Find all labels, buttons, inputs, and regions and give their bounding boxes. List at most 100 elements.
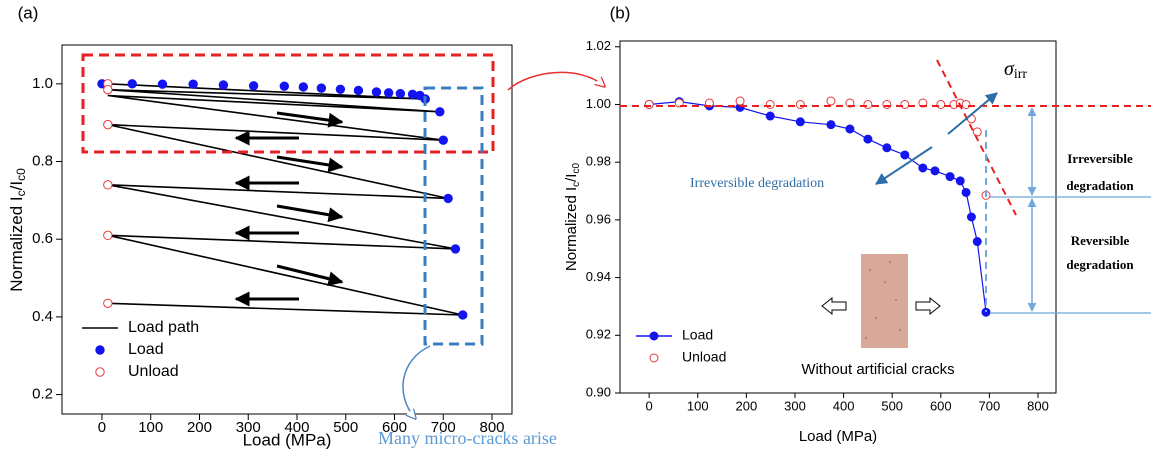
legend-marker — [649, 331, 659, 341]
x-tick-label: 600 — [382, 419, 407, 436]
arrow — [276, 204, 344, 223]
x-tick-label: 700 — [979, 398, 1001, 413]
panel-label: (b) — [610, 3, 631, 22]
data-point — [298, 82, 309, 92]
y-tick-label: 1.0 — [32, 75, 53, 92]
y-tick-label: 0.8 — [32, 152, 53, 169]
x-axis-label: Load (MPa) — [799, 428, 877, 445]
data-point — [863, 99, 873, 109]
x-tick-label: 400 — [833, 398, 855, 413]
label-text: Normalized I — [563, 187, 580, 271]
direction-arrows — [234, 111, 344, 307]
x-tick-label: 200 — [187, 419, 212, 436]
trend-line — [936, 59, 1017, 216]
data-point — [863, 134, 873, 144]
legend-label: Unload — [128, 363, 179, 380]
data-point — [826, 96, 836, 106]
x-tick-label: 100 — [687, 398, 709, 413]
label-line: degradation — [1066, 178, 1134, 193]
x-tick-label: 300 — [236, 419, 261, 436]
data-point — [936, 99, 946, 109]
data-point — [103, 180, 113, 190]
data-point — [103, 298, 113, 308]
link-arrow — [507, 71, 604, 91]
y-tick-label: 1.00 — [586, 96, 611, 111]
inset-texture — [865, 261, 901, 339]
data-point — [945, 172, 955, 182]
data-point — [765, 99, 775, 109]
highlight-box — [423, 86, 484, 346]
series-line — [107, 83, 463, 316]
data-point — [765, 111, 775, 121]
x-tick-label: 600 — [930, 398, 952, 413]
y-tick-label: 0.98 — [586, 154, 611, 169]
data-point — [335, 84, 346, 94]
data-point — [972, 237, 982, 247]
data-point — [103, 119, 113, 130]
legend-label: Load — [128, 341, 164, 358]
data-point — [279, 81, 290, 91]
x-tick-label: 500 — [881, 398, 903, 413]
data-point — [316, 83, 327, 93]
highlight-box — [81, 53, 495, 154]
data-point — [435, 107, 445, 117]
x-tick-label: 800 — [479, 419, 504, 436]
data-point — [826, 120, 836, 130]
sigma-subscript: irr — [1014, 67, 1028, 82]
inset-label: Without artificial cracks — [801, 361, 954, 378]
series-line — [649, 100, 987, 313]
data-point — [961, 187, 971, 197]
y-tick-label: 0.2 — [32, 386, 53, 403]
data-point — [188, 79, 198, 89]
y-axis-label: Normalized Ic/Ic0 — [563, 163, 582, 272]
data-point — [103, 230, 113, 241]
data-point — [383, 88, 394, 98]
legend-marker — [95, 345, 105, 355]
label-line: degradation — [1066, 257, 1134, 272]
sigma: σ — [1004, 58, 1015, 80]
data-point — [127, 79, 137, 89]
legend-marker — [649, 353, 659, 363]
x-tick-label: 500 — [333, 419, 358, 436]
data-point — [353, 85, 364, 96]
plot-frame — [61, 44, 513, 415]
x-axis-label: Load (MPa) — [243, 430, 332, 449]
data-point — [248, 81, 259, 91]
annotation: Irreversible degradation — [690, 176, 824, 191]
data-point — [443, 193, 453, 204]
data-point — [972, 127, 982, 137]
sigma-label: σirr — [1004, 58, 1027, 83]
x-tick-label: 0 — [98, 419, 106, 436]
arrow — [874, 146, 933, 185]
data-point — [900, 150, 910, 160]
legend-label: Load path — [128, 319, 199, 336]
x-tick-label: 100 — [138, 419, 163, 436]
data-point — [644, 99, 654, 109]
data-point — [961, 99, 971, 109]
data-point — [438, 135, 448, 145]
label-text: /I — [563, 174, 580, 182]
annotation: Many micro-cracks arise — [378, 428, 557, 448]
data-point — [157, 79, 168, 89]
x-tick-label: 800 — [1027, 398, 1049, 413]
plot-area — [97, 79, 468, 320]
data-point — [371, 87, 382, 97]
data-point — [735, 96, 745, 106]
label-subscript: c — [571, 182, 582, 187]
y-tick-label: 1.02 — [586, 38, 611, 53]
data-point — [882, 99, 892, 109]
data-point — [900, 99, 910, 109]
label-subscript: c — [14, 190, 28, 196]
panel-label: (a) — [18, 3, 39, 22]
label-subscript: c0 — [571, 163, 582, 174]
y-tick-label: 0.4 — [32, 308, 53, 325]
arrow — [276, 111, 344, 128]
y-tick-label: 0.94 — [586, 269, 611, 284]
data-point — [450, 244, 461, 254]
x-tick-label: 200 — [736, 398, 758, 413]
legend-marker — [95, 367, 105, 377]
y-tick-label: 0.92 — [586, 327, 611, 342]
hollow-arrow — [821, 296, 847, 316]
data-point — [955, 176, 965, 186]
